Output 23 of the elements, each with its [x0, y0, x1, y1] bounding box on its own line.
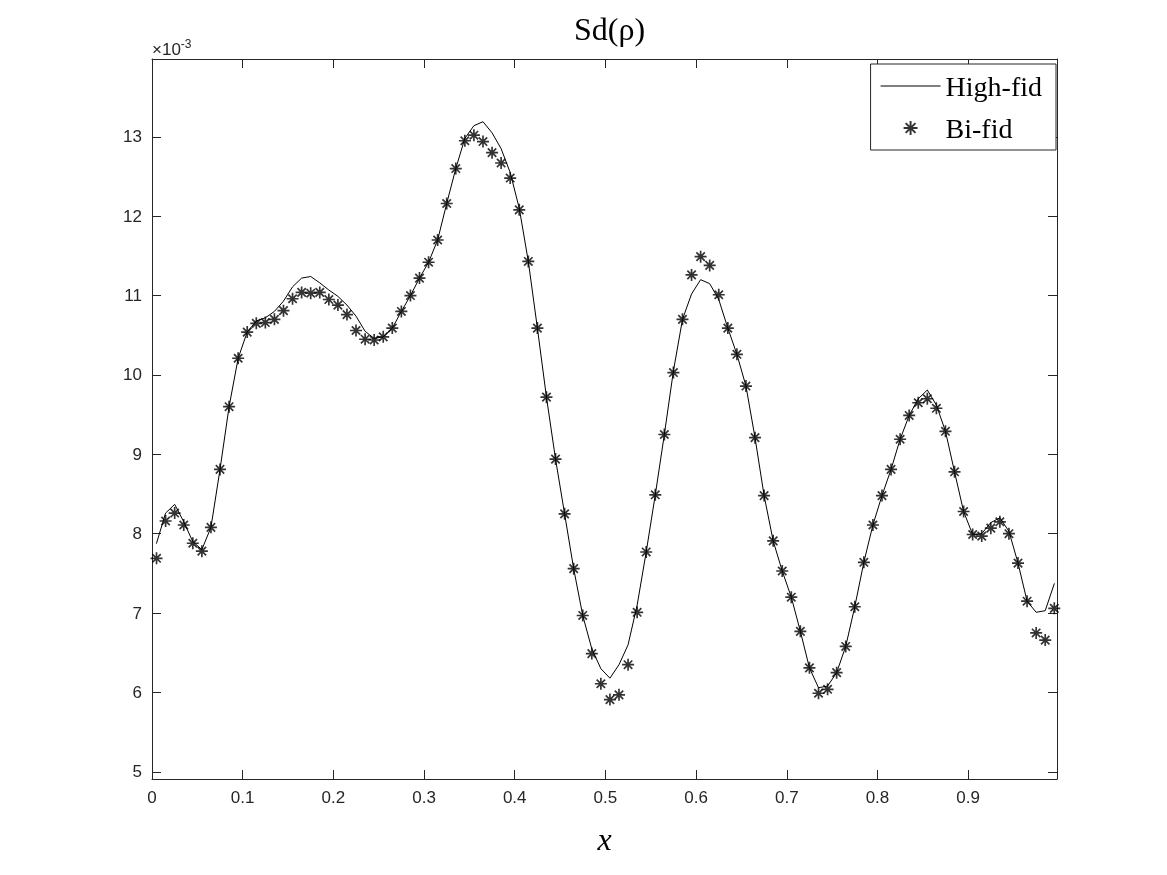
y-tick-label: 13	[123, 127, 142, 147]
y-tick-label: 6	[132, 682, 142, 702]
x-tick-label: 0.9	[956, 788, 980, 807]
x-tick-label: 0.5	[593, 788, 618, 807]
y-tick-label: 5	[132, 762, 142, 782]
y-tick-label: 8	[132, 524, 142, 544]
x-tick-label: 0.2	[321, 788, 346, 807]
x-tick-label: 0.8	[865, 788, 890, 807]
x-axis-title: x	[596, 821, 612, 857]
legend-label: High-fid	[945, 70, 1043, 102]
x-tick-label: 0.3	[412, 788, 436, 807]
x-tick-label: 0	[147, 788, 157, 807]
y-tick-label: 9	[132, 444, 142, 464]
y-tick-label: 11	[124, 286, 142, 306]
x-tick-label: 0.1	[230, 788, 255, 807]
y-tick-label: 10	[123, 365, 142, 385]
legend-label: Bi-fid	[945, 112, 1013, 144]
x-tick-label: 0.6	[684, 788, 708, 807]
x-tick-label: 0.7	[774, 788, 799, 807]
x-tick-label: 0.4	[502, 788, 527, 807]
y-tick-label: 12	[123, 206, 142, 226]
chart-title: Sd(ρ)	[573, 11, 646, 47]
y-tick-label: 7	[132, 603, 142, 623]
